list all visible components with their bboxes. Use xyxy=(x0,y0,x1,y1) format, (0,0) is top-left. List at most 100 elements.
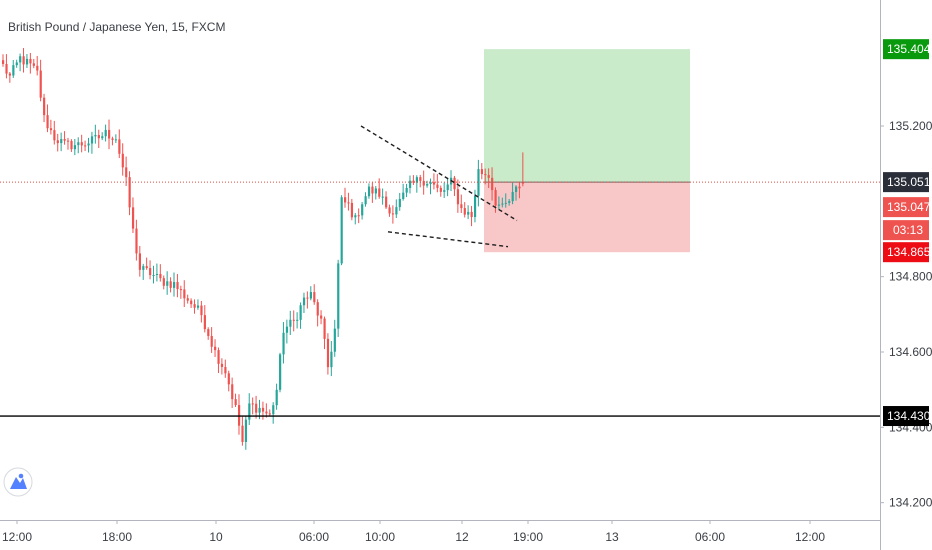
candle[interactable] xyxy=(279,352,282,393)
candle[interactable] xyxy=(46,104,49,133)
candle[interactable] xyxy=(118,129,121,159)
candle[interactable] xyxy=(224,359,227,378)
candle[interactable] xyxy=(491,167,494,201)
candle[interactable] xyxy=(53,120,56,145)
candle[interactable] xyxy=(251,397,254,415)
candle[interactable] xyxy=(292,310,295,332)
candle[interactable] xyxy=(43,93,46,123)
candle[interactable] xyxy=(231,377,234,408)
candle[interactable] xyxy=(121,143,124,176)
candle[interactable] xyxy=(378,178,381,199)
candle[interactable] xyxy=(508,198,511,206)
candle[interactable] xyxy=(306,291,309,309)
candle[interactable] xyxy=(385,191,388,210)
candle[interactable] xyxy=(22,48,25,73)
candle[interactable] xyxy=(155,263,159,282)
candle[interactable] xyxy=(138,246,141,277)
candle[interactable] xyxy=(268,409,271,417)
candle[interactable] xyxy=(149,260,152,280)
candle[interactable] xyxy=(94,124,97,144)
candle[interactable] xyxy=(296,312,299,329)
candle[interactable] xyxy=(220,358,224,375)
candle[interactable] xyxy=(77,137,80,154)
candle[interactable] xyxy=(80,134,83,153)
wedge-upper-trendline[interactable] xyxy=(360,125,518,222)
candle[interactable] xyxy=(429,178,432,195)
time-axis[interactable]: 12:00 18:00 10 06:00 10:00 12 19:00 13 06:00 12:0… xyxy=(2,520,825,544)
candle[interactable] xyxy=(217,347,220,373)
candle[interactable] xyxy=(169,277,172,293)
candle[interactable] xyxy=(196,299,200,310)
candle[interactable] xyxy=(313,284,316,305)
candle[interactable] xyxy=(340,195,343,266)
candle[interactable] xyxy=(494,187,497,213)
candle[interactable] xyxy=(152,265,155,284)
candle[interactable] xyxy=(487,168,490,188)
candle[interactable] xyxy=(515,185,518,201)
candle[interactable] xyxy=(207,327,210,340)
candle[interactable] xyxy=(66,137,70,150)
candle[interactable] xyxy=(179,285,183,299)
candle[interactable] xyxy=(436,174,439,193)
candle[interactable] xyxy=(374,185,377,200)
candle[interactable] xyxy=(511,182,514,205)
candle[interactable] xyxy=(320,310,323,325)
candle[interactable] xyxy=(15,59,18,68)
candle[interactable] xyxy=(285,319,289,344)
candle[interactable] xyxy=(391,205,395,224)
candle[interactable] xyxy=(347,192,350,211)
candle[interactable] xyxy=(12,59,15,78)
candle[interactable] xyxy=(142,263,145,280)
candle[interactable] xyxy=(463,202,466,218)
candle[interactable] xyxy=(323,316,326,350)
candle[interactable] xyxy=(173,272,176,297)
candle[interactable] xyxy=(501,197,504,208)
candle[interactable] xyxy=(333,319,336,357)
candle[interactable] xyxy=(244,416,248,450)
candle[interactable] xyxy=(101,132,104,141)
candle[interactable] xyxy=(214,339,217,357)
stop-price-badge[interactable]: 134.865 xyxy=(883,242,931,263)
candle[interactable] xyxy=(460,194,463,213)
candle[interactable] xyxy=(354,212,357,225)
bid-price-badge[interactable]: 135.047 xyxy=(883,197,931,218)
candle[interactable] xyxy=(104,124,107,142)
candle[interactable] xyxy=(49,119,53,135)
candle[interactable] xyxy=(87,137,90,153)
candle[interactable] xyxy=(241,416,244,446)
target-price-badge[interactable]: 135.404 xyxy=(883,39,931,60)
candle[interactable] xyxy=(367,183,371,199)
candle[interactable] xyxy=(402,183,405,201)
candle[interactable] xyxy=(521,152,525,187)
candle[interactable] xyxy=(5,54,8,79)
candle[interactable] xyxy=(135,219,138,261)
candle[interactable] xyxy=(337,259,340,337)
candle[interactable] xyxy=(203,305,206,333)
candle[interactable] xyxy=(344,187,347,208)
candle[interactable] xyxy=(248,393,251,425)
candle[interactable] xyxy=(361,201,364,220)
candle[interactable] xyxy=(302,292,306,314)
candle[interactable] xyxy=(395,199,398,218)
candle[interactable] xyxy=(289,310,292,335)
candle[interactable] xyxy=(210,327,213,353)
candle[interactable] xyxy=(480,163,483,180)
candle[interactable] xyxy=(381,188,384,205)
candle[interactable] xyxy=(190,298,193,308)
candle[interactable] xyxy=(145,257,148,270)
candle[interactable] xyxy=(166,271,169,295)
support-price-badge[interactable]: 134.430 xyxy=(883,406,931,427)
candle[interactable] xyxy=(97,129,100,149)
candle[interactable] xyxy=(398,192,401,211)
loss-zone[interactable] xyxy=(484,182,690,253)
candle[interactable] xyxy=(111,136,114,146)
candle[interactable] xyxy=(453,175,456,197)
candle[interactable] xyxy=(316,299,319,327)
candle[interactable] xyxy=(282,322,285,364)
candle[interactable] xyxy=(272,402,275,424)
current-price-badge[interactable]: 135.051 xyxy=(883,172,931,193)
candle[interactable] xyxy=(32,58,35,69)
candle[interactable] xyxy=(227,370,230,392)
candle[interactable] xyxy=(518,182,521,199)
